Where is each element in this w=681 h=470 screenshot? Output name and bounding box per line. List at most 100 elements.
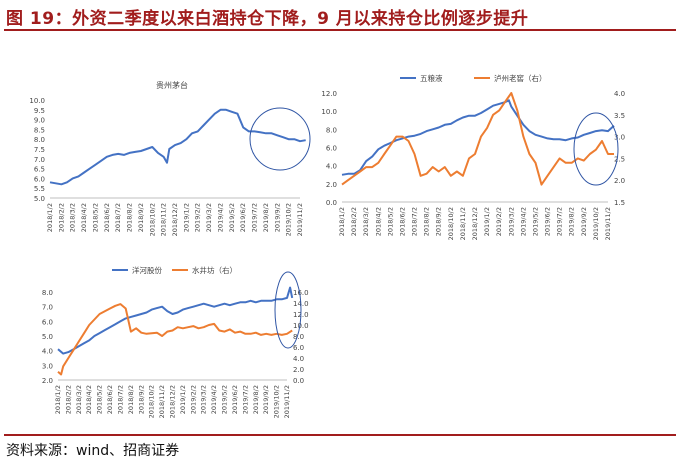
x-tick-label: 2018/4/2 — [85, 385, 93, 414]
y-tick-label: 7.0 — [34, 156, 45, 164]
chart-title: 贵州茅台 — [156, 80, 188, 90]
y-tick-label: 4.0 — [326, 163, 337, 171]
y2-tick-label: 4.0 — [614, 90, 625, 98]
y-tick-label: 9.0 — [34, 117, 45, 125]
x-tick-label: 2018/10/2 — [148, 203, 156, 236]
y-tick-label: 7.5 — [34, 146, 45, 154]
y-tick-label: 5.0 — [42, 333, 53, 341]
y2-tick-label: 0.0 — [293, 377, 304, 385]
y2-tick-label: 2.0 — [614, 177, 625, 185]
highlight-ellipse — [274, 271, 302, 349]
y2-tick-label: 2.0 — [293, 366, 304, 374]
x-tick-label: 2019/5/2 — [228, 203, 236, 232]
figure-title: 图 19：外资二季度以来白酒持仓下降，9 月以来持仓比例逐步提升 — [6, 9, 529, 29]
x-tick-label: 2019/6/2 — [231, 385, 239, 414]
x-tick-label: 2019/2/2 — [194, 203, 202, 232]
y2-tick-label: 4.0 — [293, 355, 304, 363]
x-tick-label: 2019/3/2 — [200, 385, 208, 414]
x-tick-label: 2018/5/2 — [386, 207, 394, 236]
x-tick-label: 2019/11/2 — [604, 207, 612, 240]
series-line-2 — [341, 92, 614, 186]
x-tick-label: 2019/1/2 — [182, 203, 190, 232]
x-tick-label: 2018/3/2 — [362, 207, 370, 236]
x-tick-label: 2019/10/2 — [592, 207, 600, 240]
y-tick-label: 12.0 — [321, 90, 337, 98]
y-tick-label: 5.0 — [34, 195, 45, 203]
y-tick-label: 2.0 — [326, 181, 337, 189]
x-tick-label: 2019/2/2 — [495, 207, 503, 236]
x-tick-label: 2019/1/2 — [483, 207, 491, 236]
x-tick-label: 2018/7/2 — [116, 385, 124, 414]
series-line-1 — [341, 99, 615, 176]
y-tick-label: 6.5 — [34, 166, 45, 174]
series-line-2 — [57, 303, 293, 376]
y-tick-label: 5.5 — [34, 185, 45, 193]
y-tick-label: 3.0 — [42, 362, 53, 370]
x-tick-label: 2018/9/2 — [435, 207, 443, 236]
x-tick-label: 2018/11/2 — [459, 207, 467, 240]
highlight-ellipse — [249, 107, 311, 171]
y-tick-label: 8.0 — [42, 289, 53, 297]
x-tick-label: 2018/7/2 — [114, 203, 122, 232]
x-tick-label: 2019/4/2 — [210, 385, 218, 414]
source-note: 资料来源：wind、招商证券 — [6, 443, 180, 459]
y-tick-label: 6.0 — [34, 175, 45, 183]
x-tick-label: 2018/5/2 — [91, 203, 99, 232]
x-tick-label: 2019/6/2 — [544, 207, 552, 236]
x-tick-label: 2019/11/2 — [296, 203, 304, 236]
x-tick-label: 2019/4/2 — [216, 203, 224, 232]
x-tick-label: 2018/2/2 — [64, 385, 72, 414]
legend-label: 水井坊（右） — [192, 265, 237, 275]
x-tick-label: 2018/4/2 — [80, 203, 88, 232]
y2-tick-label: 8.0 — [293, 333, 304, 341]
x-tick-label: 2018/1/2 — [338, 207, 346, 236]
x-tick-label: 2018/8/2 — [126, 203, 134, 232]
x-tick-label: 2019/1/2 — [179, 385, 187, 414]
x-tick-label: 2019/7/2 — [251, 203, 259, 232]
source-rule — [4, 434, 676, 436]
x-tick-label: 2019/9/2 — [262, 385, 270, 414]
x-tick-label: 2019/3/2 — [205, 203, 213, 232]
x-tick-label: 2018/9/2 — [137, 203, 145, 232]
x-tick-label: 2018/3/2 — [69, 203, 77, 232]
x-tick-label: 2019/10/2 — [285, 203, 293, 236]
x-tick-label: 2018/4/2 — [374, 207, 382, 236]
y2-tick-label: 3.0 — [614, 134, 625, 142]
x-tick-label: 2019/4/2 — [519, 207, 527, 236]
y-tick-label: 8.0 — [326, 126, 337, 134]
x-tick-label: 2018/6/2 — [103, 203, 111, 232]
series-line-1 — [49, 108, 306, 186]
y-tick-label: 7.0 — [42, 304, 53, 312]
y2-tick-label: 3.5 — [614, 112, 625, 120]
y-tick-label: 6.0 — [42, 318, 53, 326]
x-tick-label: 2018/3/2 — [75, 385, 83, 414]
y-tick-label: 8.5 — [34, 126, 45, 134]
x-tick-label: 2019/2/2 — [189, 385, 197, 414]
series-line-1 — [57, 286, 294, 355]
y-tick-label: 6.0 — [326, 145, 337, 153]
x-tick-label: 2019/3/2 — [507, 207, 515, 236]
x-tick-label: 2018/1/2 — [54, 385, 62, 414]
x-tick-label: 2019/9/2 — [580, 207, 588, 236]
x-tick-label: 2018/5/2 — [96, 385, 104, 414]
x-tick-label: 2019/10/2 — [273, 385, 281, 418]
x-tick-label: 2018/11/2 — [160, 203, 168, 236]
x-tick-label: 2018/9/2 — [137, 385, 145, 414]
title-rule — [4, 29, 676, 31]
chart-panel-1: 10.09.59.08.58.07.57.06.56.05.55.02018/1… — [29, 80, 311, 236]
x-tick-label: 2018/8/2 — [127, 385, 135, 414]
x-tick-label: 2019/6/2 — [239, 203, 247, 232]
x-tick-label: 2018/10/2 — [447, 207, 455, 240]
y-tick-label: 8.0 — [34, 136, 45, 144]
x-tick-label: 2019/5/2 — [531, 207, 539, 236]
x-tick-label: 2018/1/2 — [46, 203, 54, 232]
y2-tick-label: 16.0 — [293, 289, 309, 297]
x-tick-label: 2018/12/2 — [471, 207, 479, 240]
x-tick-label: 2019/7/2 — [556, 207, 564, 236]
y-tick-label: 0.0 — [326, 199, 337, 207]
legend-label: 五粮液 — [420, 73, 443, 83]
x-tick-label: 2019/9/2 — [273, 203, 281, 232]
chart-panel-3: 8.07.06.05.04.03.02.016.014.012.010.08.0… — [42, 265, 309, 418]
x-tick-label: 2018/10/2 — [148, 385, 156, 418]
